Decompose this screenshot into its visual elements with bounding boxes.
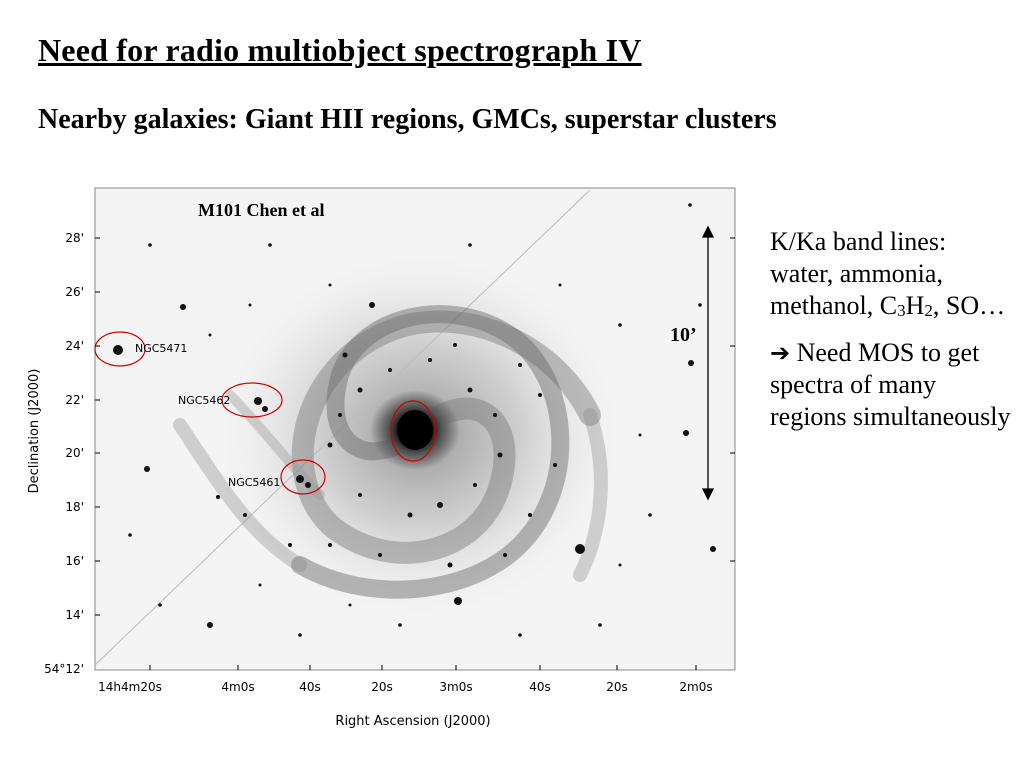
m101-figure: NGC5471 NGC5462 NGC5461 M101 Chen et al … (0, 185, 750, 745)
x-axis-label: Right Ascension (J2000) (335, 714, 490, 729)
y-axis: 28' 26' 24' 22' 20' 18' 16' 14' 54°12' (44, 231, 84, 676)
y-tick: 24' (65, 339, 84, 353)
y-tick: 18' (65, 500, 84, 514)
y-tick: 26' (65, 285, 84, 299)
y-axis-label: Declination (J2000) (27, 369, 42, 494)
nucleus-marker (390, 400, 436, 462)
ngc5471-marker (94, 331, 146, 367)
subscript-3: 3 (897, 301, 906, 320)
band-lines-h: H (905, 291, 925, 320)
ngc5462-marker (221, 382, 283, 418)
label-ngc5462: NGC5462 (178, 394, 230, 407)
x-tick: 20s (606, 680, 628, 694)
figure-caption: M101 Chen et al (198, 200, 324, 220)
x-tick: 14h4m20s (98, 680, 162, 694)
x-axis: 14h4m20s 4m0s 40s 20s 3m0s 40s 20s 2m0s (98, 680, 712, 694)
galaxy-image (95, 189, 716, 666)
label-ngc5461: NGC5461 (228, 476, 280, 489)
subscript-2: 2 (924, 301, 933, 320)
m101-image-svg: NGC5471 NGC5462 NGC5461 M101 Chen et al … (27, 187, 736, 729)
label-ngc5471: NGC5471 (135, 342, 187, 355)
x-tick: 4m0s (221, 680, 254, 694)
right-arrow-icon: ➔ (770, 339, 791, 367)
slide-title: Need for radio multiobject spectrograph … (38, 32, 642, 68)
band-lines-main: K/Ka band lines: water, ammonia, methano… (770, 227, 947, 320)
x-tick: 40s (299, 680, 321, 694)
slide-subtitle: Nearby galaxies: Giant HII regions, GMCs… (38, 104, 777, 135)
scale-bar (701, 225, 715, 501)
band-lines-text: K/Ka band lines: water, ammonia, methano… (770, 226, 1015, 325)
y-tick: 28' (65, 231, 84, 245)
mos-need-label: Need MOS to get spectra of many regions … (770, 338, 1011, 431)
mos-need-text: ➔ Need MOS to get spectra of many region… (770, 337, 1015, 433)
x-tick: 2m0s (679, 680, 712, 694)
ngc5461-marker (280, 459, 326, 495)
band-lines-tail: , SO… (932, 291, 1006, 320)
x-tick: 20s (371, 680, 393, 694)
y-tick: 16' (65, 554, 84, 568)
y-tick: 22' (65, 393, 84, 407)
side-notes: K/Ka band lines: water, ammonia, methano… (770, 226, 1015, 433)
scale-label: 10’ (670, 324, 697, 346)
hii-region-markers (94, 331, 436, 495)
y-tick: 20' (65, 446, 84, 460)
y-tick: 14' (65, 608, 84, 622)
x-tick: 40s (529, 680, 551, 694)
x-tick: 3m0s (439, 680, 472, 694)
y-tick: 54°12' (44, 662, 84, 676)
